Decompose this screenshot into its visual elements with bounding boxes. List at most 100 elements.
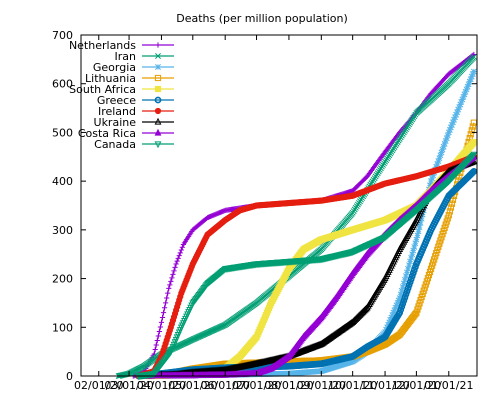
x-tick-label: 05/01/20 [168, 379, 217, 392]
data-point [154, 337, 160, 344]
data-point [179, 244, 185, 250]
data-point [435, 158, 442, 165]
data-point [447, 124, 454, 131]
data-point [425, 271, 433, 279]
data-point [406, 262, 413, 269]
data-point [428, 178, 434, 185]
x-tick-label: 04/01/20 [137, 379, 186, 392]
data-point [397, 306, 405, 314]
data-point [470, 119, 477, 126]
data-point [171, 268, 177, 274]
data-point [167, 282, 173, 288]
series-canada [135, 151, 478, 381]
y-tick-label: 500 [52, 126, 73, 139]
x-tick-label: 06/01/20 [200, 379, 249, 392]
data-point [395, 332, 402, 339]
data-point [393, 302, 400, 309]
data-point [470, 139, 477, 146]
data-point [470, 151, 478, 159]
legend-marker [154, 85, 162, 93]
data-point [442, 138, 449, 144]
data-point [166, 285, 172, 291]
data-point [447, 204, 454, 211]
data-point [407, 258, 414, 265]
data-point [424, 275, 431, 282]
data-point [436, 155, 443, 162]
x-tick-label: 07/01/20 [232, 379, 281, 392]
data-point [440, 227, 447, 235]
data-point [407, 275, 415, 283]
data-point [445, 212, 452, 219]
data-point [434, 246, 441, 254]
legend-marker [154, 107, 162, 115]
data-point [398, 303, 406, 310]
data-point [413, 236, 420, 243]
x-tick-label: 10/01/20 [328, 379, 377, 392]
x-tick-label: 01/01/21 [424, 379, 473, 392]
y-tick-label: 700 [52, 29, 73, 42]
data-point [415, 228, 422, 235]
data-point [469, 71, 476, 78]
x-tick-label: 03/01/20 [104, 379, 153, 392]
data-point [430, 172, 437, 179]
data-point [165, 290, 171, 296]
data-point [444, 215, 451, 222]
data-point [397, 291, 404, 298]
legend-label: Netherlands [69, 39, 136, 52]
data-point [439, 146, 446, 153]
data-point [438, 149, 445, 156]
legend-label: Iran [115, 50, 137, 63]
data-point [419, 211, 426, 218]
data-point [428, 262, 436, 269]
legend-marker [154, 96, 162, 104]
data-point [433, 163, 440, 170]
legend-item-south-africa: South Africa [69, 83, 174, 96]
data-point [434, 160, 441, 167]
data-point [417, 219, 424, 226]
data-point [168, 278, 174, 284]
data-point [412, 240, 419, 247]
data-point [156, 328, 162, 335]
data-point [415, 303, 422, 310]
chart-title: Deaths (per million population) [176, 12, 348, 25]
legend-marker [154, 74, 162, 82]
data-point [444, 132, 451, 139]
data-point [402, 291, 410, 298]
data-point [406, 278, 414, 286]
data-point [458, 99, 465, 105]
data-point [385, 321, 392, 328]
data-point [468, 127, 475, 134]
data-point [153, 342, 159, 348]
series-greece [135, 167, 478, 380]
data-point [174, 258, 180, 264]
y-tick-label: 400 [52, 175, 73, 188]
legend-label: South Africa [69, 83, 136, 96]
data-point [409, 269, 417, 277]
data-point [170, 271, 176, 277]
legend-item-costa-rica: Costa Rica [78, 127, 174, 140]
data-point [400, 297, 408, 304]
data-point [430, 259, 437, 266]
x-axis: 02/01/2003/01/2004/01/2005/01/2006/01/20… [74, 35, 473, 392]
data-point [453, 111, 460, 118]
data-point [441, 224, 448, 231]
legend-item-iran: Iran [115, 50, 174, 63]
legend-item-netherlands: Netherlands [69, 39, 174, 52]
data-point [160, 310, 167, 316]
data-point [451, 116, 457, 123]
data-point [413, 309, 420, 316]
legend-item-lithuania: Lithuania [85, 72, 174, 85]
data-point [158, 319, 165, 326]
data-point [396, 309, 404, 317]
data-point [178, 247, 184, 253]
legend-label: Greece [97, 94, 136, 107]
y-tick-label: 200 [52, 273, 73, 286]
data-point [175, 255, 181, 261]
data-point [400, 280, 407, 287]
data-point [442, 221, 449, 228]
legend-item-ukraine: Ukraine [94, 116, 174, 129]
data-point [439, 231, 446, 238]
data-point [169, 275, 175, 281]
data-point [404, 269, 410, 276]
